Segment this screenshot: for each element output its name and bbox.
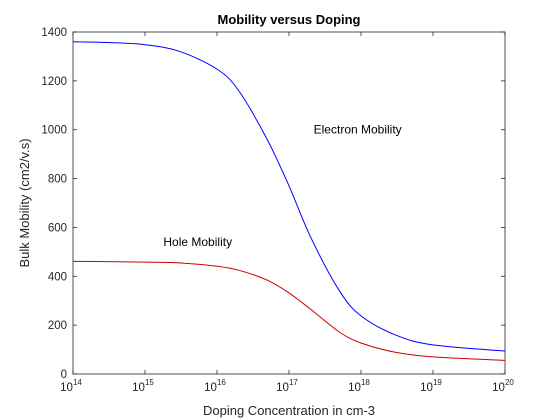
y-tick-label: 800	[48, 174, 67, 186]
x-tick-base: 10	[132, 382, 145, 394]
x-tick-exponent: 18	[361, 378, 370, 387]
x-tick-label: 1020	[492, 378, 514, 394]
y-axis-label: Bulk Mobility (cm2/v.s)	[17, 138, 32, 267]
annotation-label: Electron Mobility	[314, 123, 402, 137]
x-tick-exponent: 19	[433, 378, 442, 387]
x-tick-exponent: 14	[73, 378, 82, 387]
series-line-electron-mobility	[72, 41, 506, 352]
x-axis-label: Doping Concentration in cm-3	[203, 403, 375, 418]
x-tick-exponent: 17	[289, 378, 298, 387]
x-tick-base: 10	[420, 382, 433, 394]
y-tick-label: 600	[48, 222, 67, 234]
x-tick-label: 1017	[276, 378, 298, 394]
x-tick-label: 1015	[132, 378, 154, 394]
x-tick-label: 1014	[60, 378, 82, 394]
y-tick-label: 200	[48, 320, 67, 332]
x-tick-base: 10	[60, 382, 73, 394]
x-tick-base: 10	[204, 382, 217, 394]
x-tick-exponent: 16	[217, 378, 226, 387]
x-tick-label: 1019	[420, 378, 442, 394]
chart-title: Mobility versus Doping	[217, 12, 360, 27]
axes-box	[72, 31, 506, 375]
y-tick-label: 1400	[41, 27, 67, 39]
x-tick-base: 10	[348, 382, 361, 394]
x-tick-exponent: 15	[145, 378, 154, 387]
y-tick-label: 400	[48, 271, 67, 283]
series-line-hole-mobility	[72, 260, 506, 361]
y-tick-label: 1200	[41, 76, 67, 88]
x-tick-exponent: 20	[505, 378, 514, 387]
x-tick-label: 1018	[348, 378, 370, 394]
annotation-label: Hole Mobility	[163, 235, 232, 249]
y-tick-label: 0	[61, 369, 67, 381]
x-tick-label: 1016	[204, 378, 226, 394]
y-tick-label: 1000	[41, 125, 67, 137]
x-tick-base: 10	[492, 382, 505, 394]
x-tick-base: 10	[276, 382, 289, 394]
